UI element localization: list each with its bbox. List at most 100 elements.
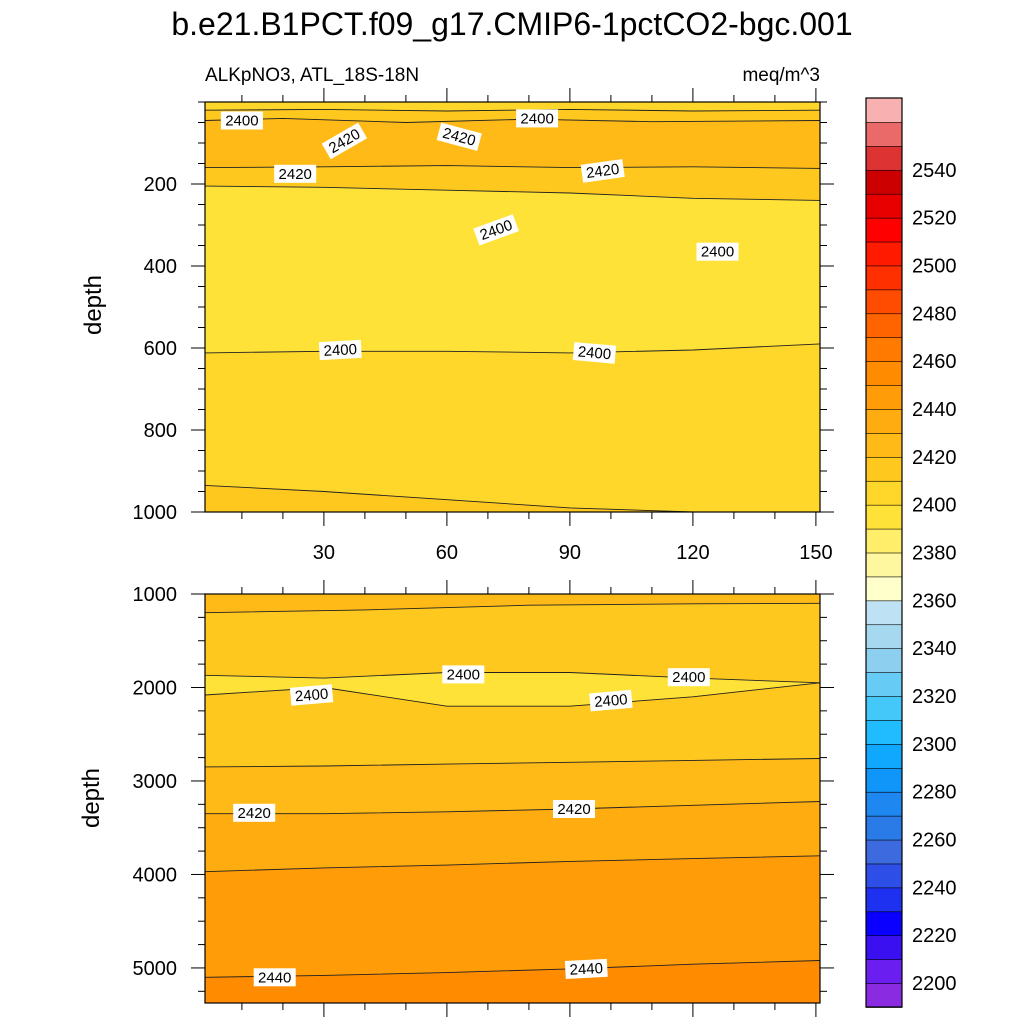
colorbar-swatch <box>865 289 903 315</box>
contour-label-background <box>274 164 317 183</box>
upper-contour-label-5: 2420 <box>580 159 625 183</box>
colorbar-label: 2480 <box>912 303 957 325</box>
contour-label-text: 2440 <box>258 969 291 986</box>
colorbar-frame <box>865 97 903 1008</box>
colorbar-swatch <box>865 504 903 530</box>
colorbar-label: 2400 <box>912 495 957 517</box>
colorbar-label: 2500 <box>912 255 957 277</box>
lower-contour-label-5: 2420 <box>553 800 595 818</box>
x-tick-label: 30 <box>313 542 335 564</box>
colorbar-swatch <box>865 839 903 865</box>
colorbar-swatch <box>865 193 903 219</box>
colorbar-label: 2380 <box>912 543 957 565</box>
colorbar-swatch <box>865 671 903 697</box>
chart-subtitle-right: meq/m^3 <box>742 65 820 86</box>
upper-y-axis-label: depth <box>80 275 107 335</box>
colorbar-label: 2280 <box>912 782 957 804</box>
x-tick-label: 90 <box>559 542 581 564</box>
upper-contour-label-4: 2420 <box>274 164 317 183</box>
contour-label-background <box>572 342 617 364</box>
colorbar-swatch <box>865 145 903 171</box>
colorbar-label: 2300 <box>912 734 957 756</box>
colorbar-swatch <box>865 456 903 482</box>
colorbar-swatch <box>865 121 903 147</box>
contour-label-text: 2420 <box>585 161 620 182</box>
colorbar-swatch <box>865 312 903 339</box>
colorbar: 2200 2220 2240 2260 2280 2300 2320 2340 2360 2380… <box>865 97 957 1008</box>
contour-label-background <box>442 665 485 684</box>
colorbar-label: 2440 <box>912 399 957 421</box>
contour-label-text: 2400 <box>594 691 629 711</box>
contour-label-background <box>233 803 276 822</box>
colorbar-swatch <box>865 552 903 578</box>
colorbar-swatch <box>865 815 903 841</box>
lower-contour-line-3 <box>204 758 821 768</box>
contour-label-background <box>318 339 362 361</box>
colorbar-swatch <box>865 336 903 362</box>
contour-label-text: 2400 <box>294 686 329 706</box>
colorbar-swatch <box>865 767 903 793</box>
upper-contour-line-5 <box>204 484 693 513</box>
contour-label-background <box>253 968 296 987</box>
lower-y-tick-label: 1000 <box>133 584 178 606</box>
colorbar-swatch <box>865 408 903 434</box>
colorbar-label: 2520 <box>912 208 957 230</box>
colorbar-swatch <box>865 217 903 243</box>
upper-contour-line-0 <box>204 108 821 112</box>
lower-contour-label-0: 2400 <box>442 665 485 684</box>
colorbar-swatch <box>865 791 903 817</box>
colorbar-label: 2540 <box>912 160 957 182</box>
colorbar-swatch <box>865 600 903 626</box>
x-tick-label: 120 <box>676 542 709 564</box>
colorbar-swatch <box>865 719 903 745</box>
upper-contour-label-9: 2400 <box>572 342 617 364</box>
colorbar-swatch <box>865 360 903 386</box>
contour-label-text: 2400 <box>672 669 705 686</box>
colorbar-swatch <box>865 623 903 649</box>
contour-label-background <box>321 122 368 160</box>
lower-band-1 <box>204 602 821 684</box>
contour-label-background <box>289 684 334 706</box>
lower-contour-label-3: 2400 <box>589 689 633 712</box>
contour-label-background <box>589 689 633 712</box>
colorbar-swatch <box>865 647 903 673</box>
chart-subtitle-left: ALKpNO3, ATL_18S-18N <box>205 65 419 86</box>
contour-label-text: 2400 <box>577 343 612 363</box>
contour-label-background <box>516 109 559 128</box>
contour-label-background <box>696 242 739 261</box>
colorbar-label: 2260 <box>912 830 957 852</box>
colorbar-swatch <box>865 911 903 937</box>
colorbar-swatch <box>865 480 903 506</box>
colorbar-swatch <box>865 241 903 267</box>
upper-band-2 <box>204 117 821 169</box>
contour-label-background <box>564 958 608 979</box>
contour-label-text: 2400 <box>447 666 480 683</box>
colorbar-swatch <box>865 384 903 410</box>
colorbar-label: 2420 <box>912 447 957 469</box>
contour-label-background <box>436 122 482 151</box>
contour-label-text: 2400 <box>701 244 734 261</box>
lower-contour-line-6 <box>204 960 821 978</box>
colorbar-swatch <box>865 528 903 554</box>
upper-contour-label-0: 2400 <box>220 111 263 130</box>
upper-contour-label-8: 2400 <box>318 339 362 361</box>
upper-y-tick-label: 400 <box>144 256 177 278</box>
upper-contour-line-1 <box>204 117 821 123</box>
upper-contour-label-7: 2400 <box>696 242 739 261</box>
colorbar-swatch <box>865 863 903 889</box>
upper-contour-label-3: 2400 <box>516 109 559 128</box>
colorbar-label: 2320 <box>912 686 957 708</box>
contour-label-text: 2420 <box>279 166 312 183</box>
upper-y-tick-label: 600 <box>144 338 177 360</box>
lower-y-tick-label: 4000 <box>133 864 178 886</box>
lower-y-axis-label: depth <box>78 768 105 828</box>
lower-y-tick-label: 5000 <box>133 958 178 980</box>
lower-contour-label-7: 2440 <box>564 958 608 979</box>
contour-label-background <box>580 159 625 183</box>
upper-contour-label-2: 2420 <box>436 122 482 151</box>
lower-y-tick-label: 3000 <box>133 771 178 793</box>
lower-contour-line-4 <box>205 801 821 815</box>
lower-contour-label-4: 2420 <box>233 803 276 822</box>
contour-label-background <box>553 800 595 818</box>
